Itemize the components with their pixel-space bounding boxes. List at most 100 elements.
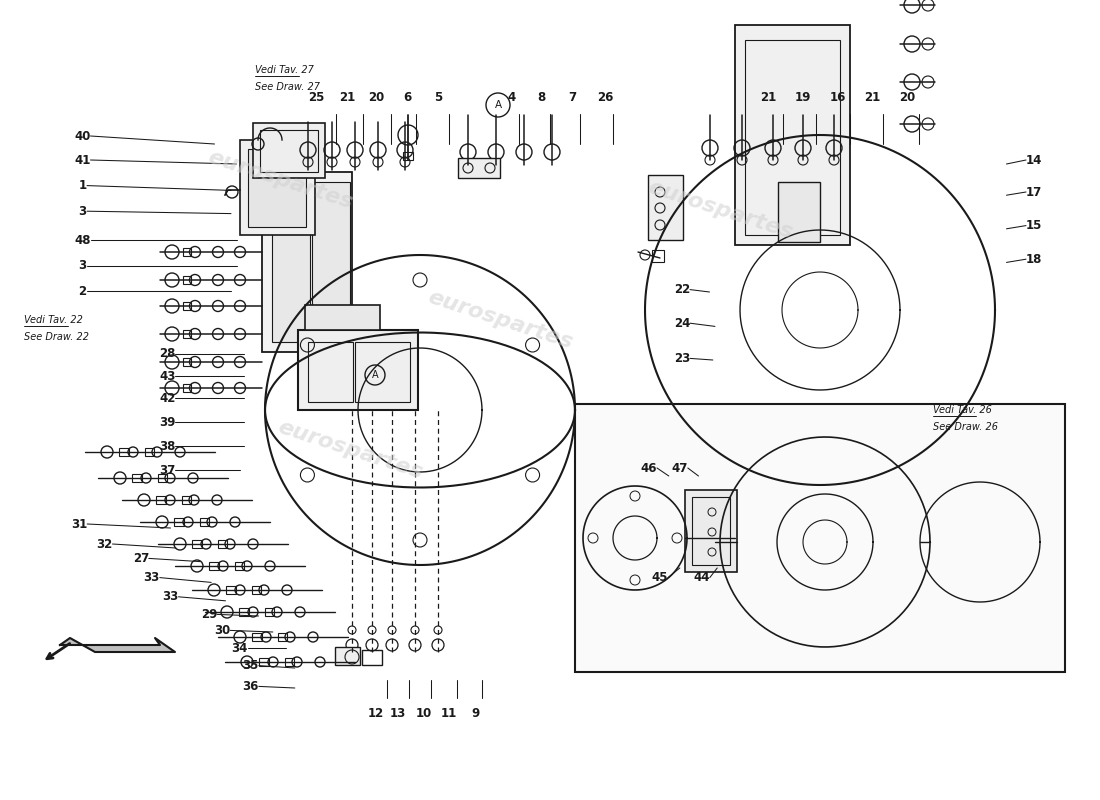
Bar [183, 358, 191, 366]
Bar [174, 518, 184, 526]
Text: 47: 47 [672, 462, 688, 474]
Bar [735, 25, 850, 245]
Text: eurospartes: eurospartes [205, 147, 355, 213]
Bar [132, 474, 142, 482]
Bar [308, 342, 353, 402]
Text: 5: 5 [433, 91, 442, 104]
Text: 21: 21 [340, 91, 355, 104]
Bar [119, 448, 129, 456]
Text: eurospartes: eurospartes [425, 287, 575, 353]
Bar [285, 658, 294, 666]
Text: 40: 40 [75, 130, 90, 142]
Text: 28: 28 [160, 347, 175, 360]
Bar [685, 490, 737, 572]
Bar [183, 384, 191, 392]
Text: 48: 48 [75, 234, 90, 246]
Bar [218, 540, 227, 548]
Bar [252, 586, 261, 594]
Text: 39: 39 [160, 416, 175, 429]
Text: 12: 12 [368, 707, 384, 720]
Text: 27: 27 [133, 552, 148, 565]
Text: 26: 26 [597, 91, 613, 104]
Bar [252, 633, 262, 641]
Text: See Draw. 26: See Draw. 26 [933, 422, 998, 432]
Bar [575, 404, 1065, 672]
Text: 10: 10 [416, 707, 431, 720]
Bar [182, 496, 191, 504]
Bar [235, 562, 244, 570]
Text: 19: 19 [795, 91, 811, 104]
Text: 9: 9 [471, 707, 480, 720]
Bar [200, 518, 209, 526]
Text: See Draw. 22: See Draw. 22 [24, 332, 89, 342]
Text: 21: 21 [865, 91, 880, 104]
Text: 22: 22 [674, 283, 690, 296]
Bar [158, 474, 167, 482]
Text: eurospartes: eurospartes [275, 417, 425, 483]
Text: 33: 33 [144, 571, 159, 584]
Bar [652, 250, 664, 262]
Text: 34: 34 [232, 642, 248, 654]
Bar [239, 608, 249, 616]
Text: 42: 42 [160, 392, 175, 405]
Bar [262, 172, 352, 352]
Text: 11: 11 [441, 707, 456, 720]
Text: 25: 25 [309, 91, 324, 104]
Text: 3: 3 [78, 205, 87, 218]
Text: 17: 17 [1026, 186, 1042, 198]
Text: 45: 45 [651, 571, 669, 584]
Bar [253, 123, 324, 178]
Bar [336, 647, 360, 665]
Text: See Draw. 27: See Draw. 27 [255, 82, 320, 92]
Bar [355, 342, 410, 402]
Bar [745, 40, 840, 235]
Text: 38: 38 [160, 440, 175, 453]
Bar [209, 562, 219, 570]
Text: 15: 15 [1026, 219, 1042, 232]
Text: 44: 44 [694, 571, 711, 584]
Text: A: A [372, 370, 378, 380]
Text: 35: 35 [243, 659, 258, 672]
Text: 46: 46 [640, 462, 658, 474]
Text: 43: 43 [160, 370, 175, 382]
Text: Vedi Tav. 26: Vedi Tav. 26 [933, 405, 992, 414]
Text: 18: 18 [1026, 253, 1042, 266]
Bar [778, 182, 820, 242]
Bar [183, 248, 191, 256]
Text: 29: 29 [201, 608, 217, 621]
Bar [305, 305, 380, 330]
Bar [183, 330, 191, 338]
Bar [458, 158, 500, 178]
Text: 32: 32 [97, 538, 112, 550]
Bar [298, 330, 418, 410]
Text: A: A [494, 100, 502, 110]
Bar [183, 276, 191, 284]
Bar [240, 140, 315, 235]
Text: 21: 21 [760, 91, 775, 104]
Polygon shape [60, 638, 175, 652]
Bar [145, 448, 154, 456]
Text: Vedi Tav. 22: Vedi Tav. 22 [24, 315, 84, 325]
Text: Vedi Tav. 27: Vedi Tav. 27 [255, 66, 315, 75]
Bar [692, 497, 730, 565]
Text: 7: 7 [568, 91, 576, 104]
Text: 16: 16 [830, 91, 846, 104]
Text: 6: 6 [403, 91, 411, 104]
Bar [265, 608, 274, 616]
Bar [248, 149, 306, 227]
Bar [258, 658, 270, 666]
Text: 20: 20 [368, 91, 384, 104]
Bar [362, 650, 382, 665]
Bar [648, 175, 683, 240]
Bar [260, 130, 318, 172]
Text: 30: 30 [214, 624, 230, 637]
Text: 20: 20 [900, 91, 915, 104]
Text: 2: 2 [78, 285, 87, 298]
Bar [183, 302, 191, 310]
Text: 24: 24 [674, 317, 690, 330]
Text: 1: 1 [78, 179, 87, 192]
Text: 23: 23 [674, 352, 690, 365]
Text: 31: 31 [72, 518, 87, 530]
Text: 14: 14 [1026, 154, 1042, 166]
Text: 13: 13 [390, 707, 406, 720]
